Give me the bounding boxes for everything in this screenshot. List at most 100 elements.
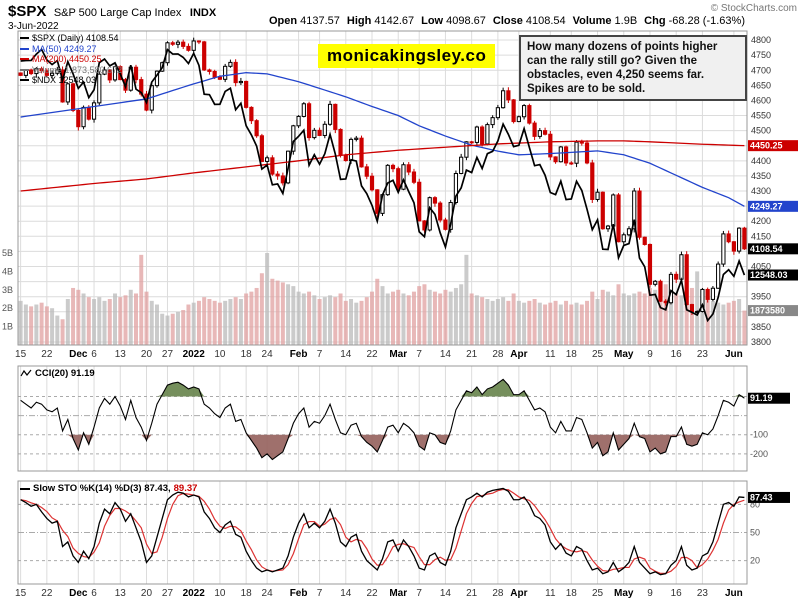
svg-text:4150: 4150: [751, 231, 771, 241]
svg-text:22: 22: [366, 349, 378, 360]
svg-text:Apr: Apr: [510, 588, 527, 599]
legend-label: Volume 1,873,580,672: [32, 64, 123, 75]
svg-text:4400: 4400: [751, 156, 771, 166]
quote-label: Low: [421, 15, 444, 27]
svg-text:20: 20: [141, 588, 153, 599]
svg-text:3950: 3950: [751, 292, 771, 302]
svg-text:20: 20: [750, 556, 760, 566]
svg-text:24: 24: [262, 588, 274, 599]
svg-text:4200: 4200: [751, 216, 771, 226]
svg-text:Apr: Apr: [510, 349, 527, 360]
svg-text:15: 15: [15, 349, 27, 360]
svg-text:16: 16: [671, 349, 683, 360]
svg-text:4550: 4550: [751, 111, 771, 121]
legend-label: MA(200) 4450.25: [32, 54, 102, 65]
svg-text:4600: 4600: [751, 95, 771, 105]
svg-text:11: 11: [545, 349, 556, 360]
svg-text:22: 22: [41, 588, 53, 599]
stoch-legend: Slow STO %K(14) %D(3) 87.43, 89.37: [20, 483, 197, 494]
legend-label: MA(50) 4249.27: [32, 43, 97, 54]
svg-text:22: 22: [366, 588, 378, 599]
svg-text:Dec: Dec: [69, 588, 88, 599]
legend-label: $SPX (Daily) 4108.54: [32, 33, 119, 44]
legend-marker-icon: [20, 58, 29, 61]
svg-text:22: 22: [41, 349, 53, 360]
svg-text:7: 7: [416, 588, 422, 599]
svg-text:4800: 4800: [751, 35, 771, 45]
svg-text:21: 21: [466, 588, 478, 599]
legend-marker-icon: [20, 79, 29, 82]
svg-text:15: 15: [15, 588, 27, 599]
svg-text:11: 11: [545, 588, 556, 599]
svg-text:-200: -200: [750, 449, 768, 459]
quote-value: 1.9B: [614, 15, 638, 27]
svg-text:25: 25: [592, 349, 604, 360]
svg-text:50: 50: [750, 528, 760, 538]
svg-text:4750: 4750: [751, 50, 771, 60]
svg-text:9: 9: [647, 349, 653, 360]
svg-text:18: 18: [241, 349, 253, 360]
svg-text:9: 9: [647, 588, 653, 599]
svg-text:5B: 5B: [2, 248, 13, 258]
svg-text:4650: 4650: [751, 80, 771, 90]
annotation-note: How many dozens of points higher can the…: [519, 35, 747, 102]
quote-value: 4137.57: [300, 15, 340, 27]
svg-text:12548.03: 12548.03: [750, 270, 788, 280]
quote-value: 4108.54: [525, 15, 566, 27]
svg-text:4B: 4B: [2, 266, 13, 276]
chart-date: 3-Jun-2022: [8, 21, 59, 32]
svg-text:4108.54: 4108.54: [750, 244, 783, 254]
svg-text:1873580: 1873580: [750, 306, 785, 316]
svg-text:28: 28: [492, 588, 504, 599]
svg-text:6: 6: [91, 588, 97, 599]
legend-row: MA(200) 4450.25: [20, 54, 122, 65]
quote-value: 4142.67: [374, 15, 415, 27]
legend-row: MA(50) 4249.27: [20, 44, 122, 55]
svg-text:6: 6: [91, 349, 97, 360]
index-name: S&P 500 Large Cap Index: [53, 7, 182, 19]
svg-text:May: May: [614, 349, 634, 360]
svg-text:4300: 4300: [751, 186, 771, 196]
svg-text:4249.27: 4249.27: [750, 201, 783, 211]
svg-text:Mar: Mar: [389, 349, 407, 360]
quote-label: Chg: [644, 15, 666, 27]
svg-text:80: 80: [750, 499, 760, 509]
svg-text:7: 7: [317, 588, 323, 599]
svg-text:14: 14: [340, 588, 352, 599]
svg-text:24: 24: [262, 349, 274, 360]
svg-text:14: 14: [440, 349, 452, 360]
svg-text:14: 14: [440, 588, 452, 599]
svg-text:18: 18: [241, 588, 253, 599]
svg-text:21: 21: [466, 349, 478, 360]
legend-row: $SPX (Daily) 4108.54: [20, 33, 122, 44]
svg-text:27: 27: [162, 349, 174, 360]
copyright-label: © StockCharts.com: [710, 3, 797, 14]
svg-text:10: 10: [214, 588, 226, 599]
stoch-line-icon: [20, 487, 30, 490]
svg-text:13: 13: [115, 349, 127, 360]
svg-text:1B: 1B: [2, 322, 13, 332]
svg-text:20: 20: [141, 349, 153, 360]
svg-text:7: 7: [317, 349, 323, 360]
svg-text:Jun: Jun: [725, 588, 743, 599]
stoch-label: Slow STO %K(14) %D(3) 87.43,: [33, 483, 171, 494]
quote-label: Close: [492, 15, 523, 27]
stoch-d-value: 89.37: [173, 483, 198, 494]
svg-text:25: 25: [592, 588, 604, 599]
svg-text:4050: 4050: [751, 262, 771, 272]
main-chart-legend: $SPX (Daily) 4108.54 MA(50) 4249.27 MA(200…: [20, 33, 122, 86]
svg-text:4500: 4500: [751, 126, 771, 136]
cci-label: CCI(20) 91.19: [35, 368, 95, 379]
legend-row: $NDX 12548.03: [20, 75, 122, 86]
svg-text:2022: 2022: [183, 588, 206, 599]
svg-text:18: 18: [566, 588, 578, 599]
svg-text:3850: 3850: [751, 322, 771, 332]
legend-marker-icon: [20, 37, 29, 40]
quote-value: -68.28 (-1.63%): [668, 15, 745, 27]
svg-text:Mar: Mar: [389, 588, 407, 599]
quote-label: Open: [269, 15, 298, 27]
legend-label: $NDX 12548.03: [32, 75, 97, 86]
quote-value: 4098.67: [446, 15, 486, 27]
quote-label: High: [346, 15, 372, 27]
